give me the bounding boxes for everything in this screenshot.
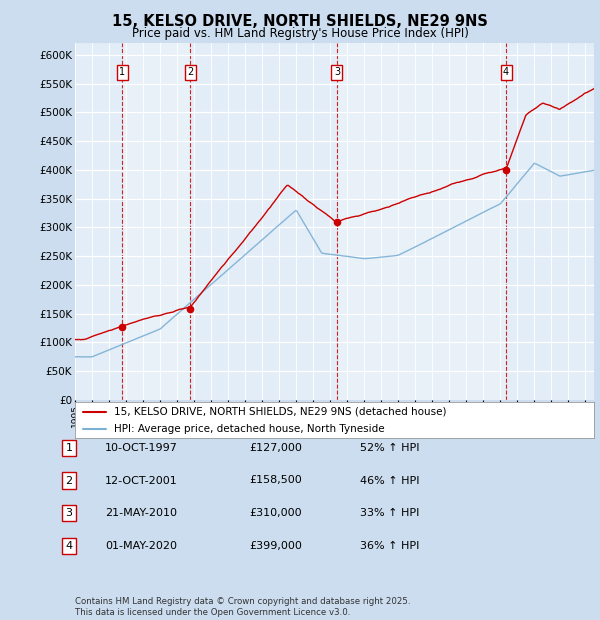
Text: 2: 2 <box>187 67 193 77</box>
Text: £127,000: £127,000 <box>249 443 302 453</box>
Text: £399,000: £399,000 <box>249 541 302 551</box>
Text: 4: 4 <box>503 67 509 77</box>
Text: £158,500: £158,500 <box>249 476 302 485</box>
Bar <box>506 43 594 400</box>
Text: 1: 1 <box>65 443 73 453</box>
Text: £310,000: £310,000 <box>249 508 302 518</box>
Text: 3: 3 <box>65 508 73 518</box>
Text: 01-MAY-2020: 01-MAY-2020 <box>105 541 177 551</box>
Text: 52% ↑ HPI: 52% ↑ HPI <box>360 443 419 453</box>
Text: 12-OCT-2001: 12-OCT-2001 <box>105 476 178 485</box>
Text: 2: 2 <box>65 476 73 485</box>
Text: Price paid vs. HM Land Registry's House Price Index (HPI): Price paid vs. HM Land Registry's House … <box>131 27 469 40</box>
Text: 10-OCT-1997: 10-OCT-1997 <box>105 443 178 453</box>
Text: Contains HM Land Registry data © Crown copyright and database right 2025.
This d: Contains HM Land Registry data © Crown c… <box>75 598 410 617</box>
Text: 33% ↑ HPI: 33% ↑ HPI <box>360 508 419 518</box>
Text: HPI: Average price, detached house, North Tyneside: HPI: Average price, detached house, Nort… <box>114 424 385 434</box>
Text: 36% ↑ HPI: 36% ↑ HPI <box>360 541 419 551</box>
Text: 4: 4 <box>65 541 73 551</box>
Bar <box>190 43 337 400</box>
Bar <box>75 43 122 400</box>
Text: 21-MAY-2010: 21-MAY-2010 <box>105 508 177 518</box>
Text: 15, KELSO DRIVE, NORTH SHIELDS, NE29 9NS: 15, KELSO DRIVE, NORTH SHIELDS, NE29 9NS <box>112 14 488 29</box>
Text: 3: 3 <box>334 67 340 77</box>
Text: 1: 1 <box>119 67 125 77</box>
Text: 46% ↑ HPI: 46% ↑ HPI <box>360 476 419 485</box>
Text: 15, KELSO DRIVE, NORTH SHIELDS, NE29 9NS (detached house): 15, KELSO DRIVE, NORTH SHIELDS, NE29 9NS… <box>114 407 446 417</box>
